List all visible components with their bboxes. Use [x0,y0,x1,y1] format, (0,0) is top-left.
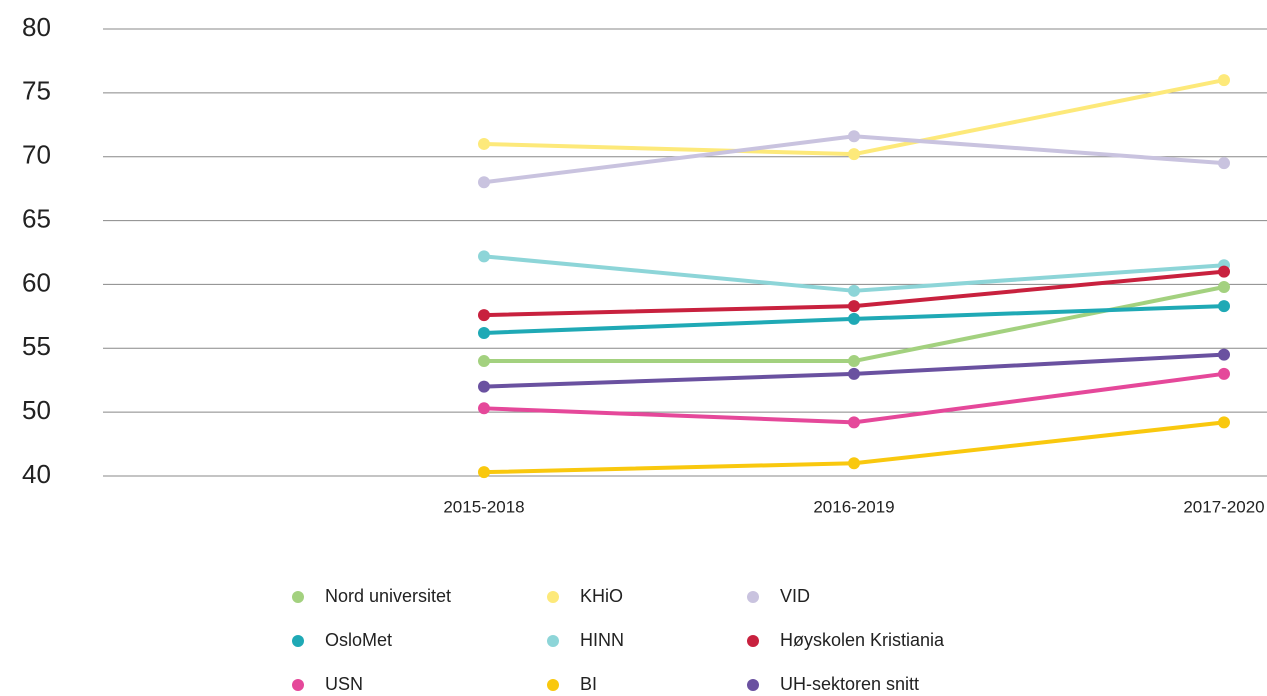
legend-marker [292,635,304,647]
x-tick-label: 2015-2018 [443,497,524,516]
data-point [478,380,490,393]
data-point [848,416,860,429]
data-point [478,466,490,479]
legend-label: VID [780,586,810,606]
data-point [478,355,490,368]
data-point [1218,280,1230,293]
data-point [1218,348,1230,361]
y-tick-label: 70 [22,140,51,170]
y-tick-label: 40 [22,459,51,489]
data-point [1218,300,1230,313]
data-point [848,457,860,470]
data-point [848,312,860,325]
data-point [848,367,860,380]
legend-marker [292,679,304,691]
y-tick-label: 60 [22,267,51,297]
data-point [1218,367,1230,380]
data-point [478,402,490,415]
legend-marker [747,679,759,691]
legend-marker [547,679,559,691]
legend-label: Høyskolen Kristiania [780,630,945,650]
legend-label: BI [580,674,597,694]
y-tick-label: 80 [22,12,51,42]
y-tick-label: 55 [22,331,51,361]
data-point [848,355,860,368]
legend-label: USN [325,674,363,694]
data-point [1218,157,1230,170]
data-point [478,137,490,150]
legend-marker [547,591,559,603]
legend-marker [547,635,559,647]
data-point [848,130,860,143]
legend-label: UH-sektoren snitt [780,674,919,694]
legend-label: KHiO [580,586,623,606]
data-point [1218,74,1230,87]
data-point [478,250,490,263]
data-point [478,176,490,189]
data-point [478,309,490,322]
y-tick-label: 50 [22,395,51,425]
data-point [478,326,490,339]
legend-label: Nord universitet [325,586,451,606]
legend-label: OsloMet [325,630,392,650]
data-point [1218,265,1230,278]
legend-marker [292,591,304,603]
data-point [848,148,860,161]
data-point [1218,416,1230,429]
x-tick-label: 2016-2019 [813,497,894,516]
x-tick-label: 2017-2020 [1183,497,1264,516]
y-tick-label: 65 [22,203,51,233]
series-line [483,78,1225,157]
legend-marker [747,635,759,647]
data-point [848,284,860,297]
legend-marker [747,591,759,603]
data-point [848,300,860,313]
y-tick-label: 75 [22,76,51,106]
legend-label: HINN [580,630,624,650]
